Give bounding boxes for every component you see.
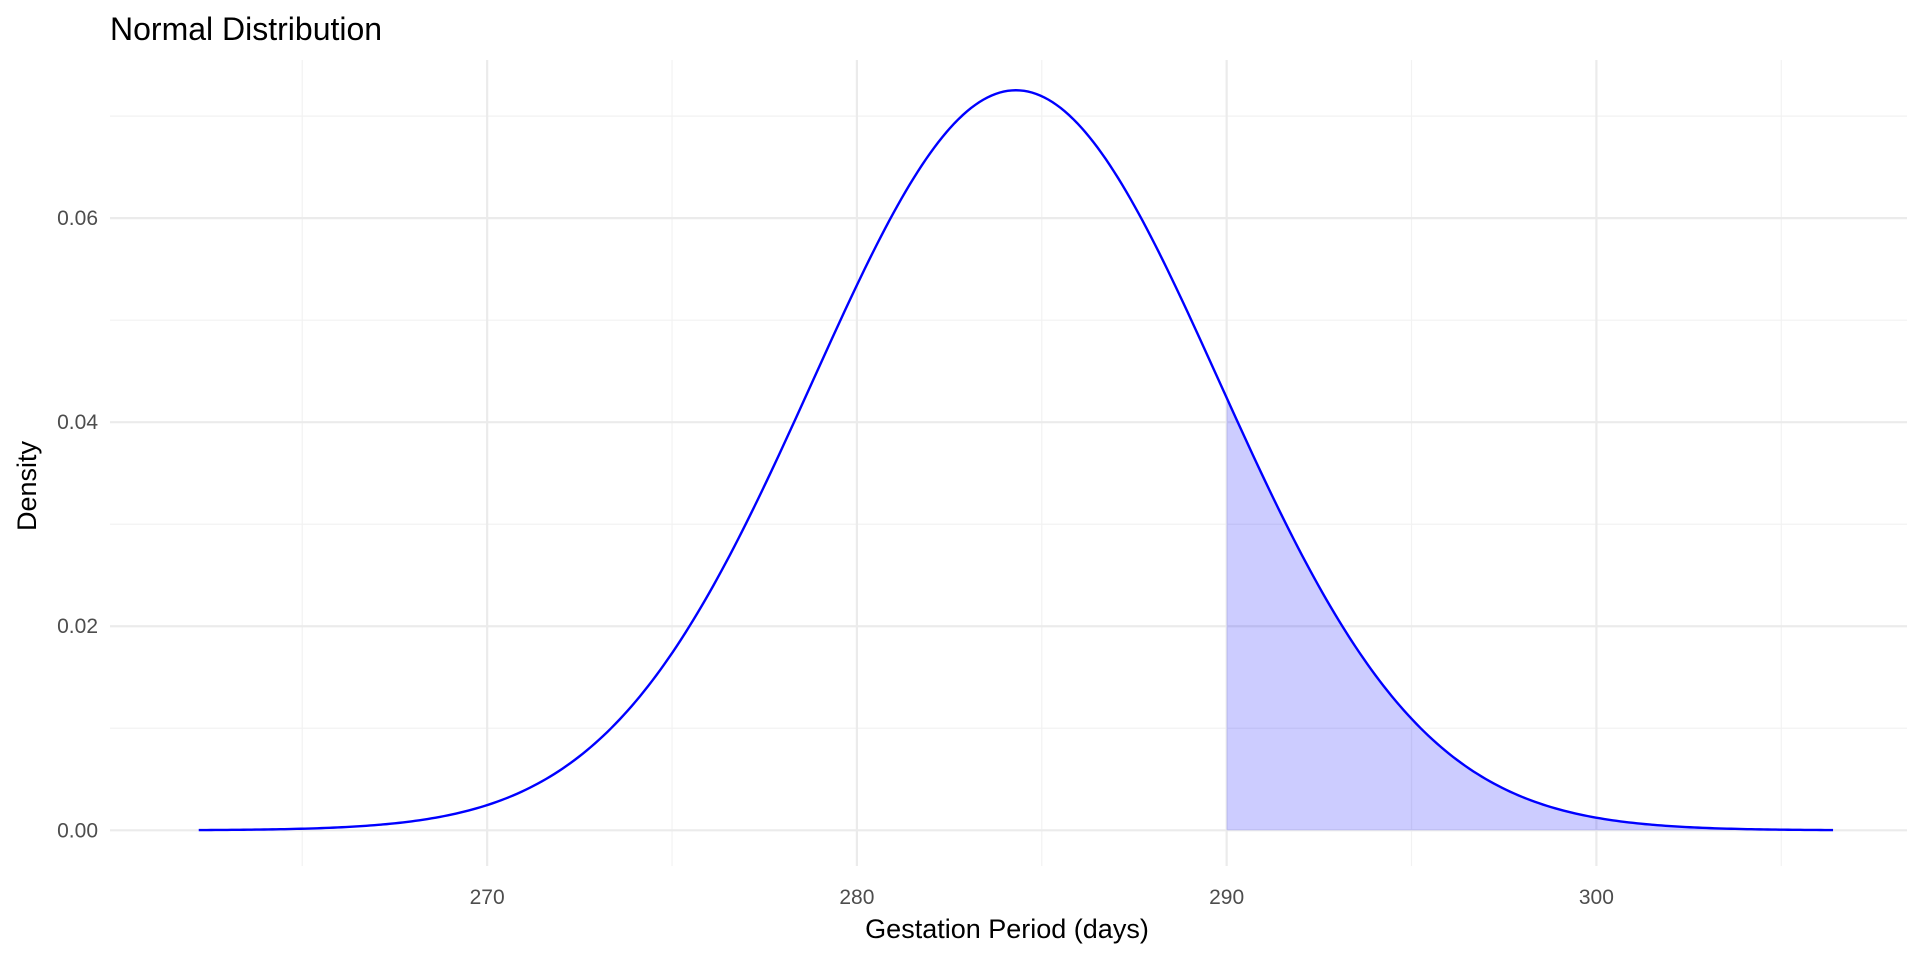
y-axis-title: Density: [12, 440, 42, 531]
data-marks: [198, 89, 1834, 832]
y-tick-label: 0.06: [57, 207, 98, 230]
major-gridlines: [110, 60, 1907, 866]
x-tick-label: 290: [1209, 886, 1244, 909]
y-tick-label: 0.00: [57, 819, 98, 842]
x-tick-label: 270: [470, 886, 505, 909]
y-tick-label: 0.04: [57, 411, 98, 434]
chart-title: Normal Distribution: [110, 11, 382, 47]
tick-labels: 270 280 290 300 0.00 0.02 0.04 0.06: [57, 207, 1614, 909]
y-tick-label: 0.02: [57, 615, 98, 638]
density-curve-line: [198, 89, 1834, 832]
shaded-tail-area: [1226, 397, 1834, 831]
x-tick-label: 280: [839, 886, 874, 909]
x-tick-label: 300: [1579, 886, 1614, 909]
minor-gridlines: [110, 60, 1907, 866]
x-axis-title: Gestation Period (days): [865, 914, 1149, 944]
